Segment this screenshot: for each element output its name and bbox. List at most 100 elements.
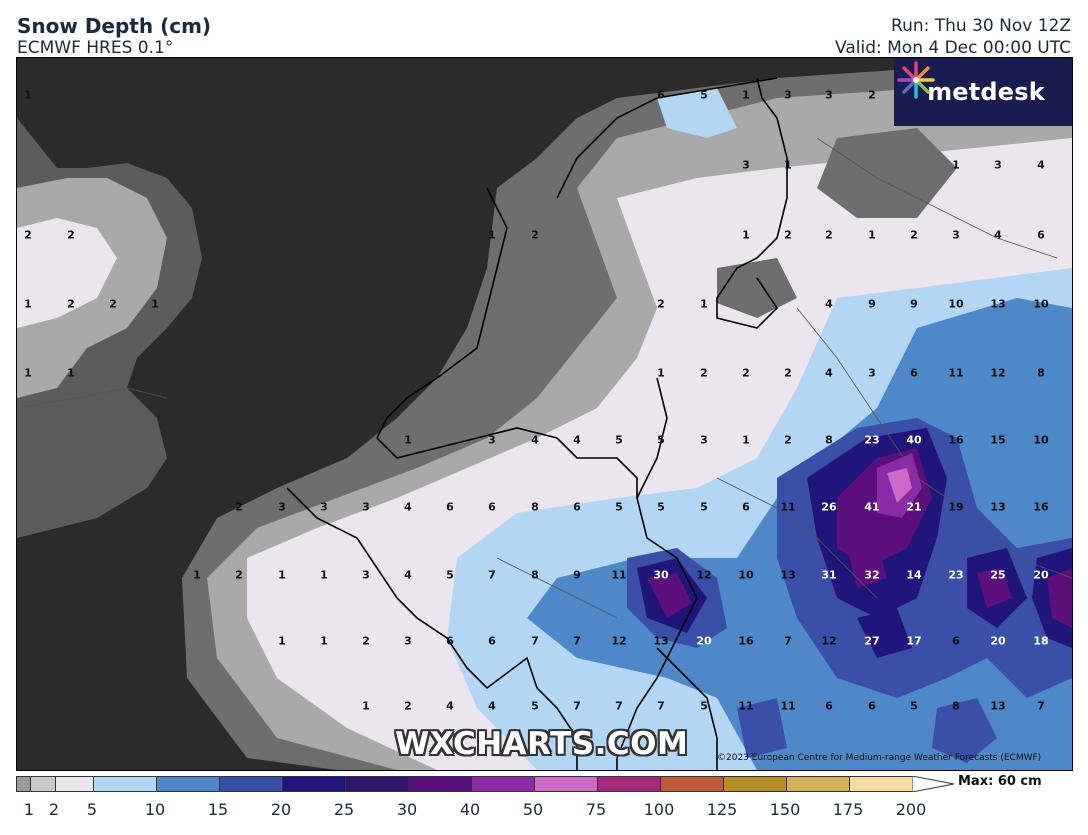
colorbar-swatch xyxy=(93,776,156,792)
colorbar xyxy=(16,775,956,793)
snow-depth-value-label: 3 xyxy=(825,88,833,102)
colorbar-tick-label: 2 xyxy=(48,800,60,819)
snow-depth-value-label: 4 xyxy=(825,366,833,380)
snow-depth-value-label: 11 xyxy=(611,568,627,582)
snow-depth-value-label: 6 xyxy=(488,634,496,648)
colorbar-extend-arrow xyxy=(911,775,956,793)
snow-depth-value-label: 1 xyxy=(24,366,32,380)
snow-depth-value-label: 1 xyxy=(362,699,370,713)
snow-depth-value-label: 4 xyxy=(825,297,833,311)
colorbar-tick-label: 150 xyxy=(769,800,801,819)
wxcharts-watermark: WXCHARTS.COM xyxy=(395,726,689,762)
snow-depth-value-label: 14 xyxy=(906,568,922,582)
snow-depth-value-label: 2 xyxy=(868,88,876,102)
snow-depth-value-label: 13 xyxy=(990,699,1006,713)
snow-depth-value-label: 25 xyxy=(990,568,1006,582)
snow-depth-value-label: 3 xyxy=(362,500,370,514)
snow-depth-value-label: 19 xyxy=(948,500,964,514)
snow-depth-value-label: 9 xyxy=(910,297,918,311)
snow-depth-value-label: 12 xyxy=(990,366,1006,380)
colorbar-tick-label: 25 xyxy=(333,800,355,819)
snow-depth-value-label: 20 xyxy=(696,634,712,648)
snow-depth-value-label: 1 xyxy=(278,568,286,582)
snow-depth-value-label: 17 xyxy=(906,634,922,648)
snow-depth-value-label: 10 xyxy=(738,568,754,582)
snow-depth-value-label: 2 xyxy=(67,228,75,242)
snow-depth-value-label: 23 xyxy=(948,568,964,582)
snow-depth-value-label: 8 xyxy=(531,568,539,582)
snow-depth-value-label: 32 xyxy=(864,568,880,582)
snow-depth-map[interactable]: 1 6 5 1 3 3 2 3 1 1 3 4 2 2 1 2 1 2 2 1 2 3 4 6 1 2 2 1 2 1 4 9 9 10 13 10 1… xyxy=(16,57,1073,771)
snow-depth-value-label: 8 xyxy=(531,500,539,514)
colorbar-tick-label: 15 xyxy=(207,800,229,819)
snow-depth-value-label: 3 xyxy=(404,634,412,648)
snow-depth-value-label: 5 xyxy=(700,88,708,102)
snow-depth-value-label: 3 xyxy=(362,568,370,582)
snow-depth-value-label: 16 xyxy=(738,634,754,648)
metdesk-wordmark: metdesk xyxy=(927,78,1045,106)
snow-depth-value-label: 6 xyxy=(657,88,665,102)
chart-title: Snow Depth (cm) xyxy=(17,14,212,38)
snow-depth-value-label: 30 xyxy=(653,568,669,582)
snow-depth-value-label: 12 xyxy=(696,568,712,582)
snow-depth-value-label: 4 xyxy=(404,500,412,514)
snow-depth-value-label: 7 xyxy=(573,634,581,648)
snow-depth-value-label: 6 xyxy=(446,500,454,514)
colorbar-tick-label: 20 xyxy=(270,800,292,819)
valid-time: Valid: Mon 4 Dec 00:00 UTC xyxy=(835,38,1071,58)
colorbar-tick-label: 50 xyxy=(522,800,544,819)
snow-depth-value-label: 23 xyxy=(864,433,880,447)
snow-depth-value-label: 13 xyxy=(990,500,1006,514)
colorbar-tick-label: 75 xyxy=(585,800,607,819)
snow-depth-value-label: 8 xyxy=(952,699,960,713)
snow-depth-value-label: 5 xyxy=(700,500,708,514)
snow-depth-value-label: 7 xyxy=(1037,699,1045,713)
snow-depth-value-label: 7 xyxy=(657,699,665,713)
snow-depth-value-label: 5 xyxy=(446,568,454,582)
snow-depth-value-label: 4 xyxy=(531,433,539,447)
snow-depth-value-label: 3 xyxy=(488,433,496,447)
snow-depth-value-label: 3 xyxy=(952,228,960,242)
snow-depth-value-label: 1 xyxy=(320,634,328,648)
snow-depth-value-label: 7 xyxy=(784,634,792,648)
snow-depth-value-label: 3 xyxy=(994,158,1002,172)
colorbar-tick-label: 5 xyxy=(86,800,98,819)
snow-depth-value-label: 1 xyxy=(24,88,32,102)
snow-depth-value-label: 2 xyxy=(67,297,75,311)
snow-depth-value-label: 2 xyxy=(531,228,539,242)
snow-depth-value-label: 21 xyxy=(906,500,922,514)
snow-depth-value-label: 9 xyxy=(868,297,876,311)
colorbar-tick-label: 125 xyxy=(706,800,738,819)
colorbar-swatch xyxy=(345,776,408,792)
snow-depth-value-label: 2 xyxy=(657,297,665,311)
snow-depth-value-label: 5 xyxy=(657,433,665,447)
snow-depth-value-label: 6 xyxy=(742,500,750,514)
snow-depth-value-label: 6 xyxy=(488,500,496,514)
snow-depth-value-label: 3 xyxy=(784,88,792,102)
snow-depth-value-label: 5 xyxy=(615,433,623,447)
snow-depth-value-label: 11 xyxy=(780,500,796,514)
snow-depth-value-label: 2 xyxy=(235,500,243,514)
colorbar-swatch xyxy=(219,776,282,792)
snow-depth-value-label: 41 xyxy=(864,500,880,514)
snow-depth-value-label: 4 xyxy=(488,699,496,713)
snow-depth-value-label: 6 xyxy=(573,500,581,514)
snow-depth-value-label: 1 xyxy=(952,158,960,172)
snow-depth-value-label: 12 xyxy=(821,634,837,648)
snow-depth-value-label: 6 xyxy=(825,699,833,713)
snow-depth-value-label: 27 xyxy=(864,634,880,648)
snow-depth-value-label: 1 xyxy=(700,297,708,311)
snow-depth-value-label: 4 xyxy=(1037,158,1045,172)
colorbar-swatch xyxy=(849,776,912,792)
snow-depth-value-label: 4 xyxy=(994,228,1002,242)
colorbar-swatch xyxy=(156,776,219,792)
snow-depth-value-label: 1 xyxy=(151,297,159,311)
colorbar-tick-label: 100 xyxy=(643,800,675,819)
colorbar-swatch xyxy=(408,776,471,792)
snow-depth-value-label: 1 xyxy=(278,634,286,648)
snow-depth-value-label: 16 xyxy=(948,433,964,447)
colorbar-tick-label: 200 xyxy=(895,800,927,819)
snow-depth-value-label: 6 xyxy=(952,634,960,648)
snow-depth-value-label: 1 xyxy=(784,158,792,172)
snow-depth-value-label: 11 xyxy=(780,699,796,713)
